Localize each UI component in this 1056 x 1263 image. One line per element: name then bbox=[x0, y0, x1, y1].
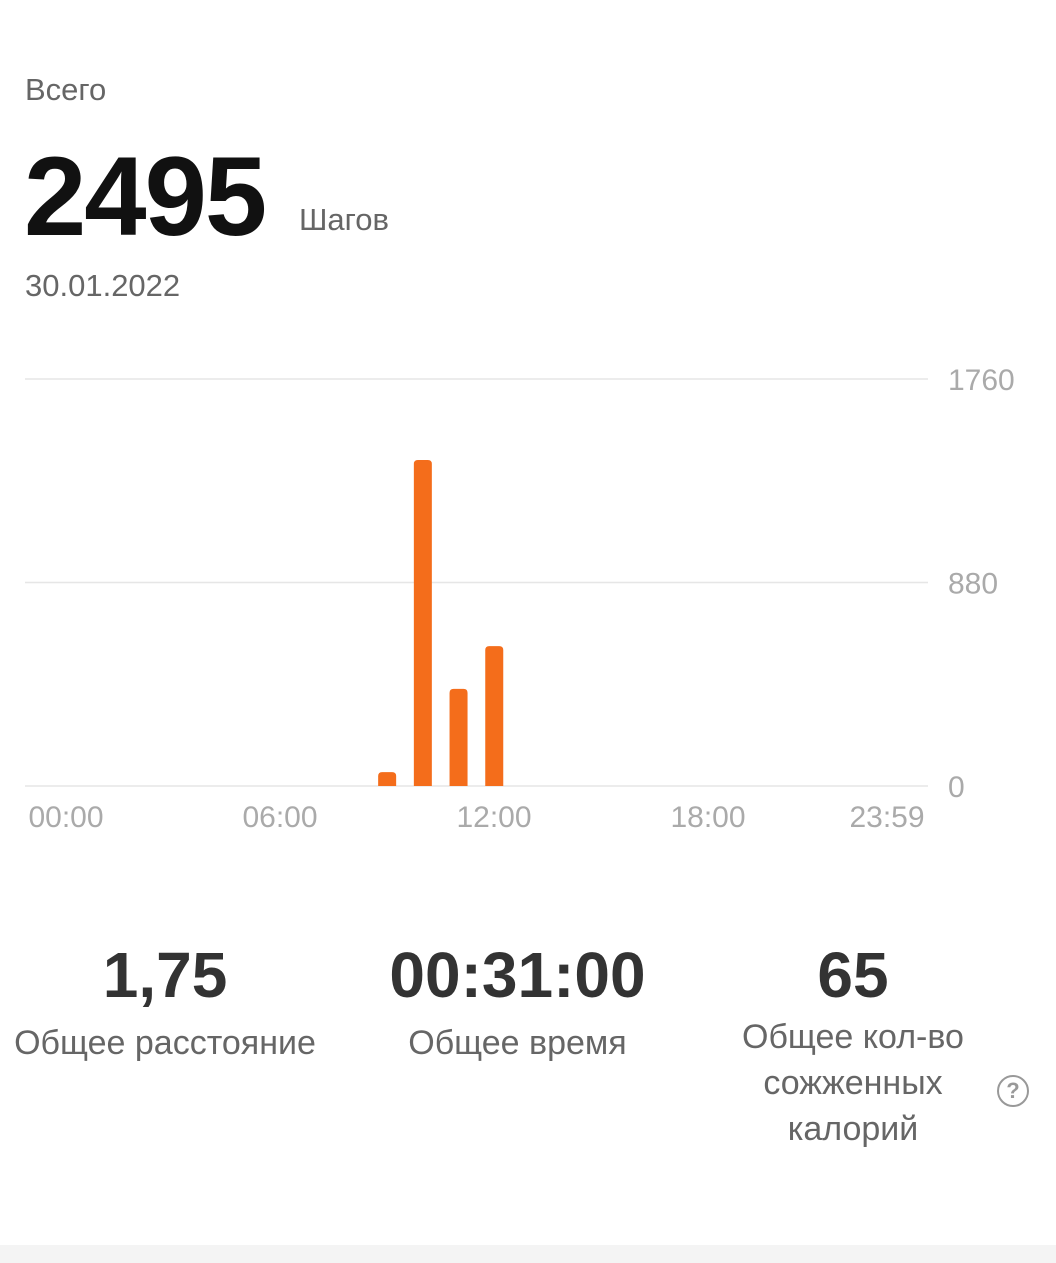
time-value: 00:31:00 bbox=[389, 939, 646, 1011]
x-tick-label: 12:00 bbox=[456, 801, 531, 834]
date-label: 30.01.2022 bbox=[25, 268, 181, 303]
stat-calories: 65 Общее кол-во сожженных калорий bbox=[718, 938, 988, 1152]
x-tick-label: 18:00 bbox=[670, 801, 745, 834]
bar bbox=[485, 646, 504, 786]
step-unit: Шагов bbox=[299, 202, 389, 237]
y-tick-label: 1760 bbox=[948, 364, 1015, 397]
x-tick-label: 06:00 bbox=[242, 801, 317, 834]
y-tick-label: 0 bbox=[948, 771, 965, 804]
stat-distance: 1,75 Общее расстояние bbox=[0, 938, 350, 1066]
step-count: 2495 bbox=[24, 134, 267, 259]
stat-time: 00:31:00 Общее время bbox=[350, 938, 685, 1066]
total-label: Всего bbox=[25, 72, 107, 107]
calories-label: Общее кол-во сожженных калорий bbox=[742, 1018, 964, 1148]
distance-value: 1,75 bbox=[102, 939, 228, 1011]
distance-label: Общее расстояние bbox=[14, 1024, 316, 1062]
calories-value: 65 bbox=[817, 939, 889, 1011]
x-tick-label: 23:59 bbox=[849, 801, 924, 834]
steps-chart: 1760 880 0 00:00 06:00 12:00 18:00 23:59 bbox=[25, 364, 1015, 834]
question-circle-icon[interactable]: ? bbox=[997, 1075, 1029, 1107]
bar bbox=[413, 459, 432, 786]
bar bbox=[378, 772, 397, 786]
x-tick-label: 00:00 bbox=[28, 801, 103, 834]
bar bbox=[449, 688, 468, 786]
y-tick-label: 880 bbox=[948, 568, 998, 601]
bottom-divider bbox=[0, 1245, 1056, 1263]
time-label: Общее время bbox=[408, 1024, 627, 1062]
